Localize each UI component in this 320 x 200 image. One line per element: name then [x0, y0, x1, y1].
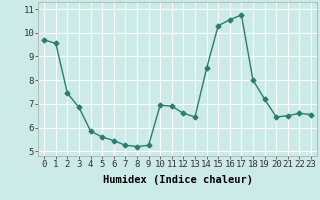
X-axis label: Humidex (Indice chaleur): Humidex (Indice chaleur) — [103, 175, 252, 185]
